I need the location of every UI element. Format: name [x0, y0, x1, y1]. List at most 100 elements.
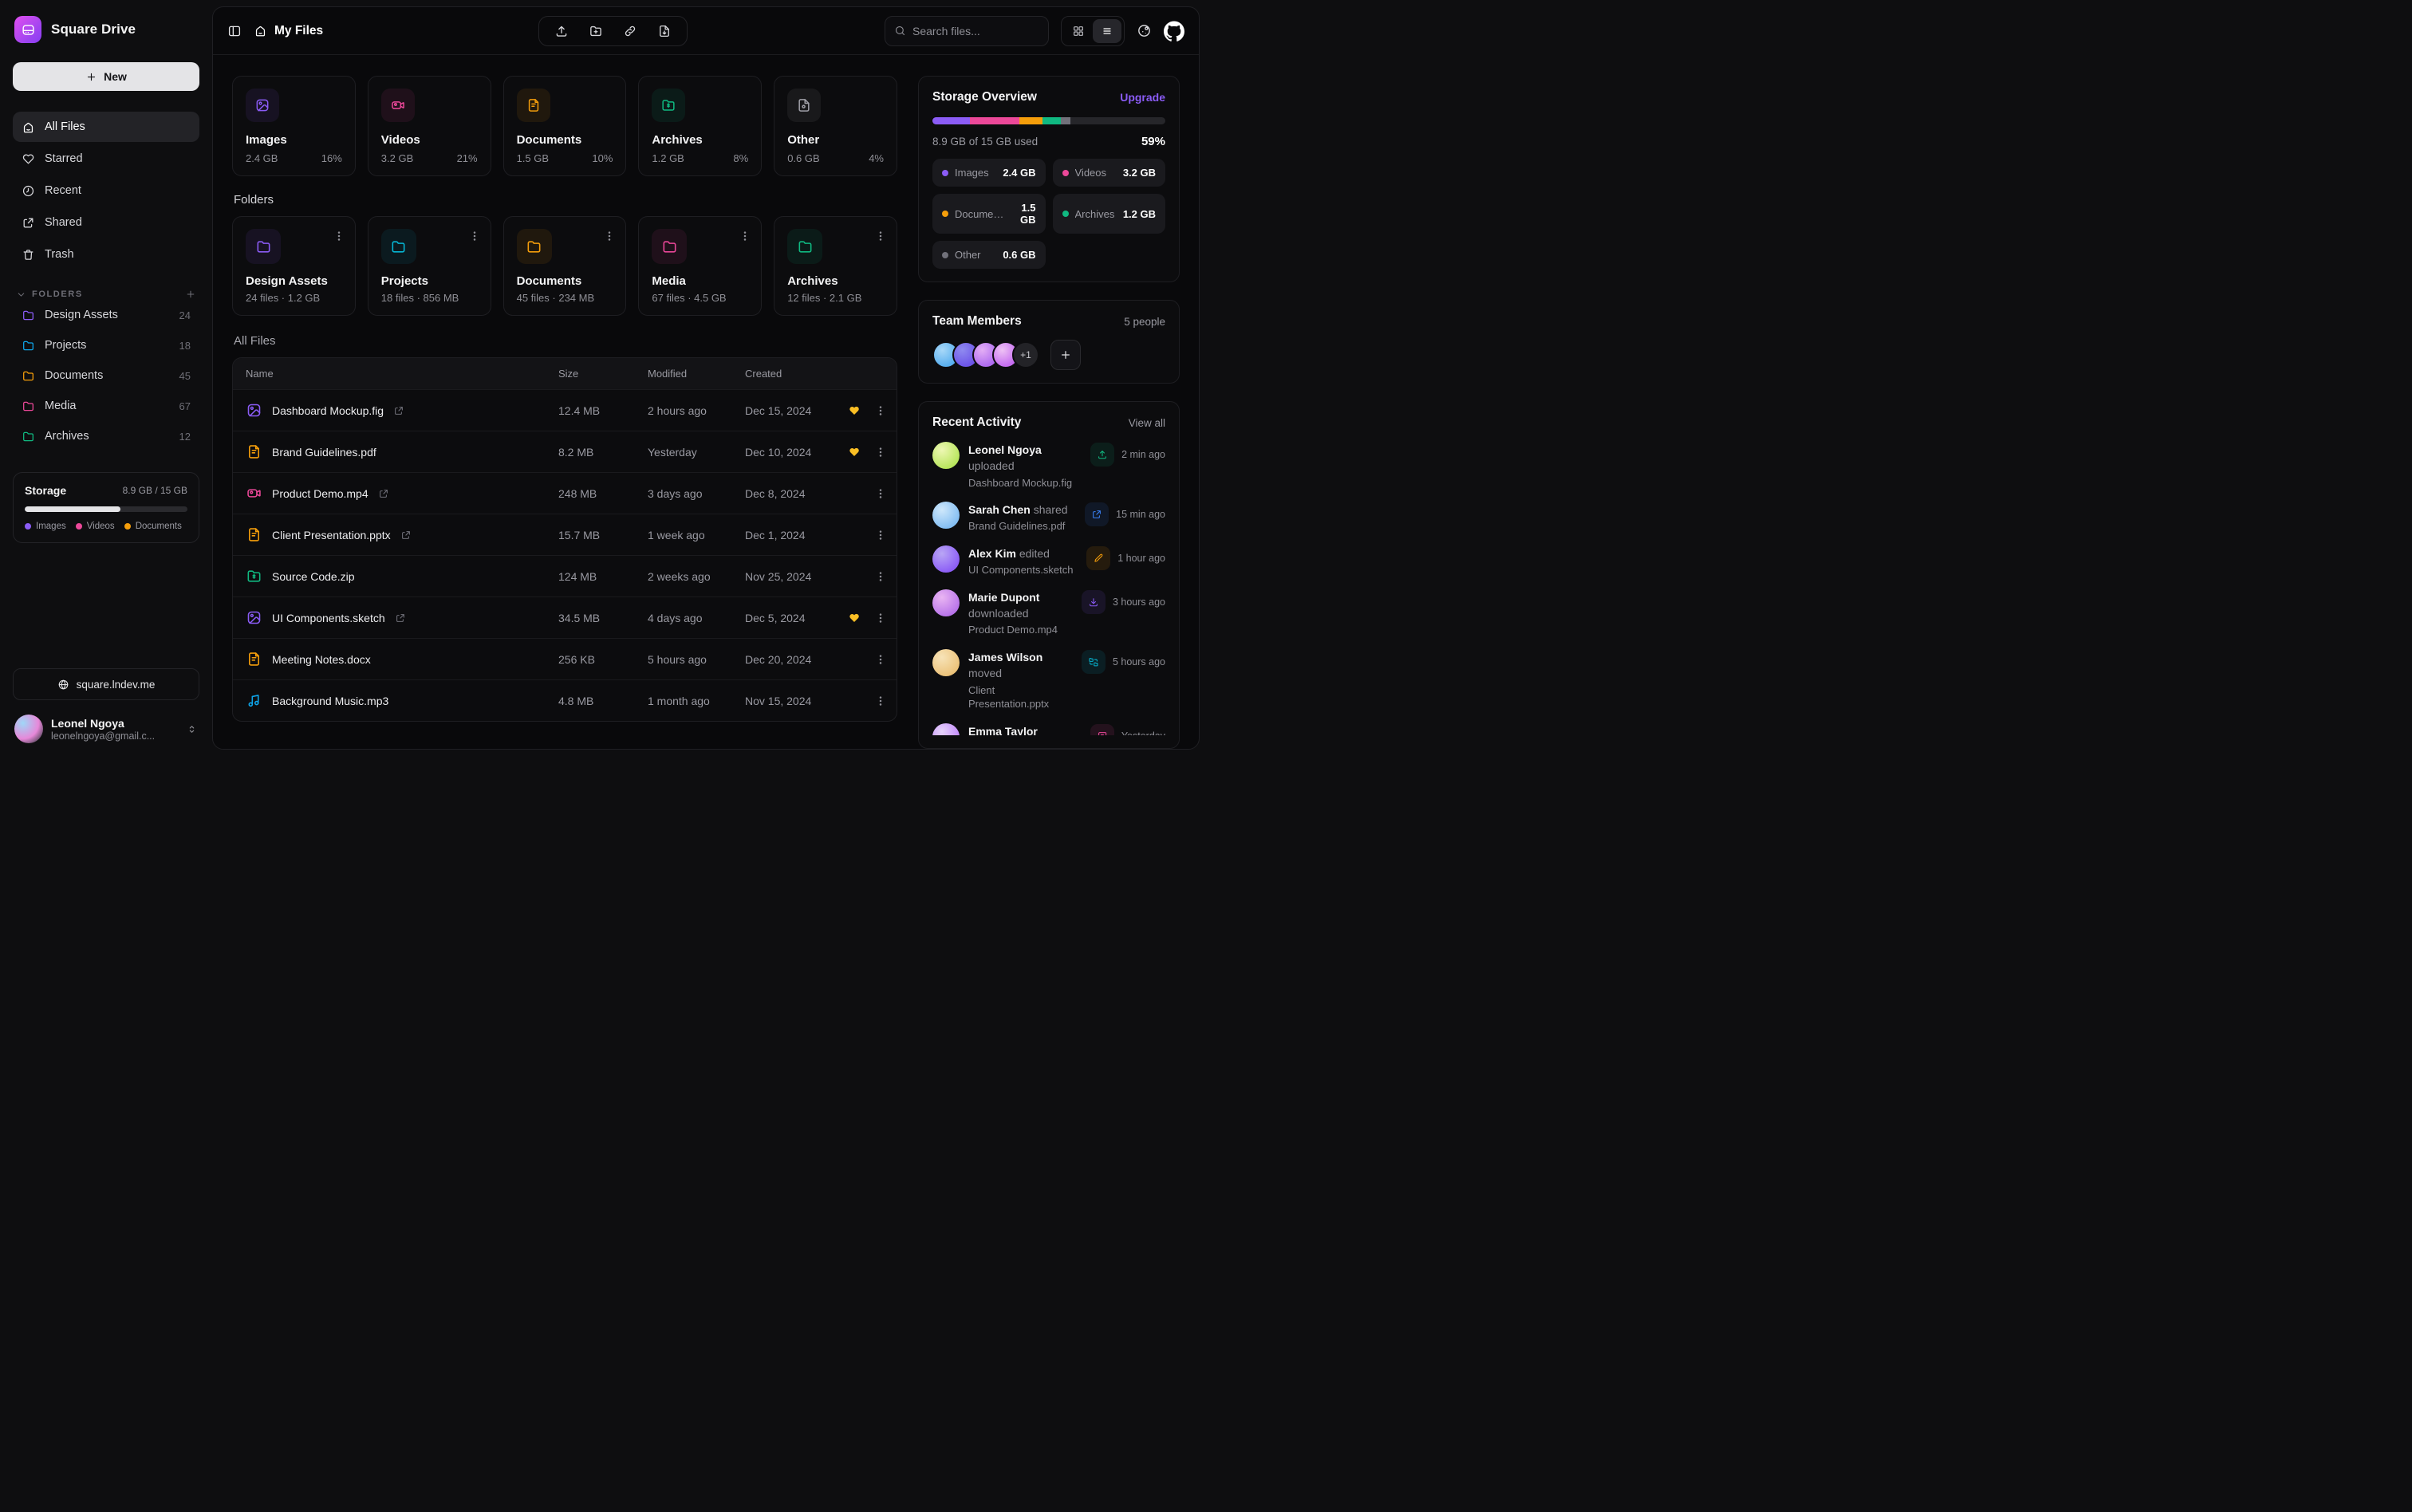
upload-icon[interactable]	[554, 24, 569, 38]
topbar: My Files	[213, 7, 1199, 55]
column-modified[interactable]: Modified	[648, 368, 688, 380]
sidebar-folder-design-assets[interactable]: Design Assets 24	[13, 300, 199, 330]
sidebar-folder-archives[interactable]: Archives 12	[13, 421, 199, 451]
grid-view-button[interactable]	[1064, 19, 1093, 43]
table-row[interactable]: UI Components.sketch 34.5 MB 4 days ago …	[233, 597, 897, 638]
folder-card-projects[interactable]: Projects 18 files · 856 MB	[367, 216, 491, 316]
user-menu[interactable]: Leonel Ngoya leonelngoya@gmail.c...	[13, 711, 199, 743]
folder-meta: 18 files · 856 MB	[380, 292, 459, 304]
sidebar-item-all-files[interactable]: All Files	[13, 112, 199, 142]
file-import-icon[interactable]	[657, 24, 672, 38]
kebab-menu-icon[interactable]	[874, 612, 887, 624]
upgrade-link[interactable]: Upgrade	[1120, 91, 1165, 104]
stat-card-documents[interactable]: Documents 1.5 GB 10%	[503, 76, 627, 176]
plus-icon	[1062, 351, 1070, 359]
archive-icon	[662, 100, 675, 111]
table-row[interactable]: Meeting Notes.docx 256 KB 5 hours ago De…	[233, 638, 897, 679]
kebab-menu-icon[interactable]	[874, 695, 887, 707]
sidebar-folder-media[interactable]: Media 67	[13, 391, 199, 421]
kebab-menu-icon[interactable]	[874, 487, 887, 500]
domain-link-button[interactable]: square.lndev.me	[13, 668, 199, 700]
kebab-menu-icon[interactable]	[874, 404, 887, 417]
sidebar-toggle-icon[interactable]	[227, 24, 242, 38]
kebab-menu-icon[interactable]	[333, 230, 345, 242]
sidebar-item-starred[interactable]: Starred	[13, 144, 199, 174]
folder-count: 24	[179, 309, 191, 321]
folders-section-header[interactable]: FOLDERS	[13, 289, 199, 300]
favorite-icon[interactable]	[848, 446, 861, 459]
avatar	[932, 502, 960, 530]
table-row[interactable]: Background Music.mp3 4.8 MB 1 month ago …	[233, 679, 897, 721]
folder-card-media[interactable]: Media 67 files · 4.5 GB	[638, 216, 763, 316]
heart-icon	[22, 153, 34, 163]
search-input[interactable]	[912, 24, 1039, 37]
kebab-menu-icon[interactable]	[874, 653, 887, 666]
recent-activity-panel: Recent Activity View all Leonel Ngoya up…	[918, 401, 1180, 749]
add-folder-icon[interactable]	[185, 289, 196, 300]
folder-card-design-assets[interactable]: Design Assets 24 files · 1.2 GB	[232, 216, 356, 316]
sidebar-folder-documents[interactable]: Documents 45	[13, 360, 199, 391]
table-row[interactable]: Dashboard Mockup.fig 12.4 MB 2 hours ago…	[233, 389, 897, 431]
theme-toggle-button[interactable]	[1137, 23, 1152, 38]
activity-item[interactable]: Marie Dupont downloaded Product Demo.mp4…	[932, 589, 1165, 637]
breakdown-images: Images 2.4 GB	[932, 159, 1046, 187]
table-row[interactable]: Client Presentation.pptx 15.7 MB 1 week …	[233, 514, 897, 555]
sidebar-item-recent[interactable]: Recent	[13, 175, 199, 206]
folder-meta: 45 files · 234 MB	[516, 292, 595, 304]
column-name[interactable]: Name	[246, 368, 274, 380]
share-icon	[1085, 502, 1109, 527]
avatar	[932, 589, 960, 616]
new-button[interactable]: New	[13, 62, 199, 91]
folder-icon	[527, 240, 541, 253]
activity-item[interactable]: Alex Kim edited UI Components.sketch 1 h…	[932, 545, 1165, 577]
column-size[interactable]: Size	[558, 368, 579, 380]
activity-time: 15 min ago	[1116, 509, 1165, 521]
stat-card-images[interactable]: Images 2.4 GB 16%	[232, 76, 356, 176]
chevrons-up-down-icon	[189, 725, 195, 733]
list-view-button[interactable]	[1093, 18, 1121, 43]
folder-tile	[516, 229, 552, 264]
new-folder-icon[interactable]	[589, 24, 603, 38]
activity-item[interactable]: Sarah Chen shared Brand Guidelines.pdf 1…	[932, 502, 1165, 534]
activity-item[interactable]: Emma Taylor commented on App Icon.png Ye…	[932, 723, 1165, 735]
table-row[interactable]: Source Code.zip 124 MB 2 weeks ago Nov 2…	[233, 555, 897, 597]
table-header: Name Size Modified Created	[233, 358, 897, 389]
view-all-link[interactable]: View all	[1128, 416, 1165, 429]
folder-tile	[380, 229, 416, 264]
link-icon[interactable]	[623, 24, 637, 38]
search-input-wrapper	[885, 15, 1049, 46]
segment-archives	[1042, 117, 1062, 124]
sidebar-item-trash[interactable]: Trash	[13, 239, 199, 270]
stat-card-archives[interactable]: Archives 1.2 GB 8%	[638, 76, 763, 176]
activity-list: Leonel Ngoya uploaded Dashboard Mockup.f…	[932, 442, 1165, 735]
table-row[interactable]: Brand Guidelines.pdf 8.2 MB Yesterday De…	[233, 431, 897, 472]
kebab-menu-icon[interactable]	[603, 230, 616, 242]
add-member-button[interactable]	[1050, 340, 1081, 370]
storage-overview-panel: Storage Overview Upgrade 8.9 GB of 15 GB…	[918, 76, 1180, 282]
kebab-menu-icon[interactable]	[874, 230, 887, 242]
kebab-menu-icon[interactable]	[874, 446, 887, 459]
favorite-icon[interactable]	[848, 404, 861, 417]
stat-card-other[interactable]: Other 0.6 GB 4%	[774, 76, 897, 176]
github-button[interactable]	[1164, 21, 1184, 41]
folder-move-icon	[1081, 649, 1106, 674]
folder-card-documents[interactable]: Documents 45 files · 234 MB	[503, 216, 627, 316]
favorite-icon[interactable]	[848, 612, 861, 624]
column-created[interactable]: Created	[745, 368, 782, 380]
folder-card-archives[interactable]: Archives 12 files · 2.1 GB	[774, 216, 897, 316]
sidebar-folder-list: Design Assets 24 Projects 18 Documents 4…	[13, 300, 199, 451]
kebab-menu-icon[interactable]	[468, 230, 481, 242]
sidebar-folder-projects[interactable]: Projects 18	[13, 330, 199, 360]
file-icon	[798, 99, 810, 112]
kebab-menu-icon[interactable]	[874, 529, 887, 541]
activity-item[interactable]: James Wilson moved Client Presentation.p…	[932, 648, 1165, 711]
kebab-menu-icon[interactable]	[874, 570, 887, 583]
activity-time: 5 hours ago	[1112, 656, 1165, 667]
sidebar-item-shared[interactable]: Shared	[13, 207, 199, 238]
activity-item[interactable]: Leonel Ngoya uploaded Dashboard Mockup.f…	[932, 442, 1165, 490]
clock-icon	[22, 185, 34, 196]
stat-card-videos[interactable]: Videos 3.2 GB 21%	[367, 76, 491, 176]
kebab-menu-icon[interactable]	[739, 230, 751, 242]
table-row[interactable]: Product Demo.mp4 248 MB 3 days ago Dec 8…	[233, 472, 897, 514]
files-table: Name Size Modified Created Dashboard Moc…	[232, 357, 897, 722]
